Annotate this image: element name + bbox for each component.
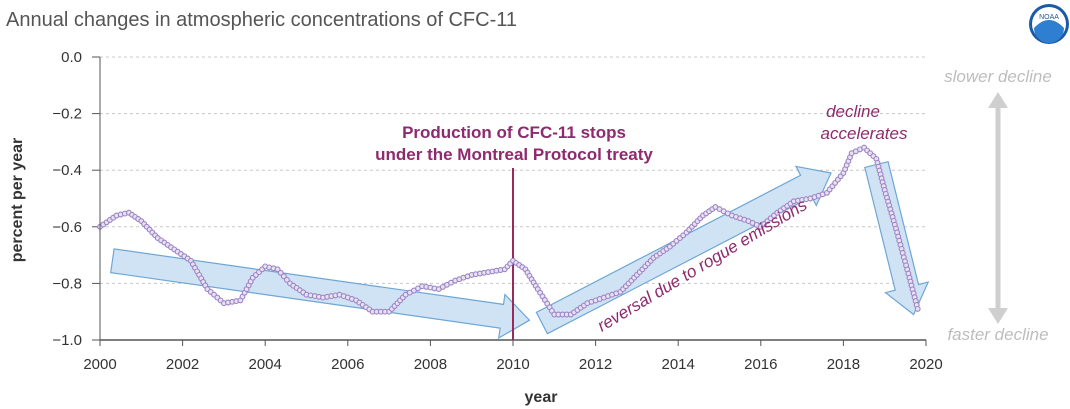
noaa-logo-text: NOAA xyxy=(1039,14,1059,21)
x-tick-label: 2020 xyxy=(909,356,942,373)
treaty-annotation-line2: under the Montreal Protocol treaty xyxy=(375,145,653,164)
x-axis-label: year xyxy=(525,389,558,406)
data-point xyxy=(280,273,287,280)
chart-title: Annual changes in atmospheric concentrat… xyxy=(6,9,517,31)
accelerates-annotation-line2: accelerates xyxy=(821,124,908,143)
x-tick-label: 2008 xyxy=(414,356,447,373)
y-axis-label: percent per year xyxy=(9,138,26,263)
x-tick-label: 2014 xyxy=(662,356,695,373)
data-point xyxy=(274,266,281,273)
slower-decline-label: slower decline xyxy=(944,67,1052,86)
x-axis-ticks: 2000 2002 2004 2006 2008 2010 2012 2014 2016 2018… xyxy=(83,340,943,373)
x-tick-label: 2000 xyxy=(83,356,116,373)
data-point xyxy=(277,269,284,276)
x-tick-label: 2002 xyxy=(166,356,199,373)
double-arrow-icon xyxy=(988,92,1008,324)
y-tick-label: −0.2 xyxy=(52,106,82,123)
y-tick-label: −0.8 xyxy=(52,275,82,292)
x-tick-label: 2018 xyxy=(827,356,860,373)
data-points xyxy=(97,144,921,318)
x-tick-label: 2004 xyxy=(249,356,282,373)
x-tick-label: 2006 xyxy=(331,356,364,373)
y-tick-label: −1.0 xyxy=(52,332,82,349)
data-point xyxy=(283,276,290,283)
x-tick-label: 2010 xyxy=(496,356,529,373)
y-axis-ticks: 0.0 −0.2 −0.4 −0.6 −0.8 −1.0 xyxy=(52,49,100,349)
treaty-annotation-line1: Production of CFC-11 stops xyxy=(402,123,626,142)
noaa-logo-icon: NOAA xyxy=(1029,4,1069,44)
y-tick-label: −0.6 xyxy=(52,219,82,236)
x-tick-label: 2016 xyxy=(744,356,777,373)
accelerates-annotation-line1: decline xyxy=(826,102,880,121)
x-tick-label: 2012 xyxy=(579,356,612,373)
trend-arrows xyxy=(110,160,930,340)
trend-arrow xyxy=(110,248,531,340)
faster-decline-label: faster decline xyxy=(947,325,1048,344)
data-point xyxy=(914,305,921,312)
y-tick-label: 0.0 xyxy=(61,49,82,66)
y-tick-label: −0.4 xyxy=(52,162,82,179)
